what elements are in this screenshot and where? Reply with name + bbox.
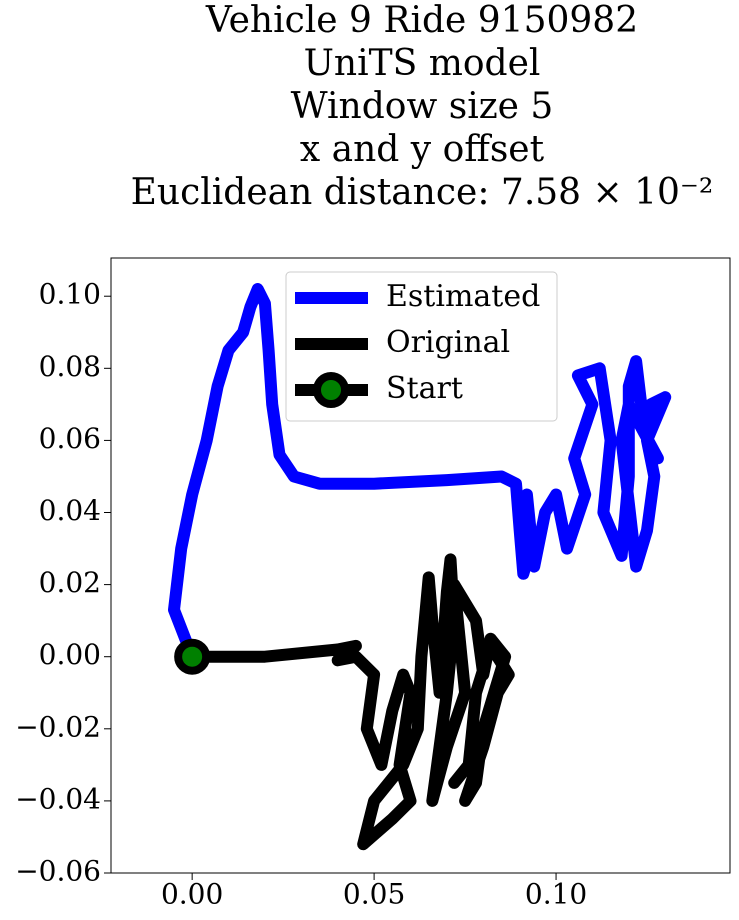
y-tick-label: 0.10: [39, 278, 101, 311]
x-tick-label: 0.00: [161, 878, 223, 911]
legend-label: Original: [386, 325, 510, 360]
y-tick-label: 0.04: [39, 494, 101, 527]
x-tick-label: 0.05: [343, 878, 405, 911]
chart-title: x and y offset: [300, 129, 545, 170]
chart-title: Euclidean distance: 7.58 × 10⁻²: [131, 172, 714, 213]
trajectory-line: [186, 553, 515, 851]
chart-title: Window size 5: [291, 86, 554, 127]
start-marker: [174, 638, 211, 675]
plot-frame: [110, 257, 731, 874]
y-tick-label: 0.00: [39, 638, 101, 671]
y-tick-label: 0.02: [39, 566, 101, 599]
legend-marker: [313, 372, 349, 408]
legend-label: Start: [386, 371, 463, 406]
y-tick-label: −0.06: [15, 855, 101, 888]
x-tick-label: 0.10: [525, 878, 587, 911]
y-tick-label: 0.08: [39, 350, 101, 383]
chart-title: Vehicle 9 Ride 9150982: [205, 0, 638, 41]
legend-label: Estimated: [386, 279, 540, 314]
y-tick-label: 0.06: [39, 422, 101, 455]
plot-area: [168, 283, 672, 851]
y-tick-label: −0.02: [15, 710, 101, 743]
legend-box: [285, 271, 558, 422]
y-tick-label: −0.04: [15, 782, 101, 815]
chart-title: UniTS model: [304, 43, 541, 84]
trajectory-line: [168, 283, 672, 663]
